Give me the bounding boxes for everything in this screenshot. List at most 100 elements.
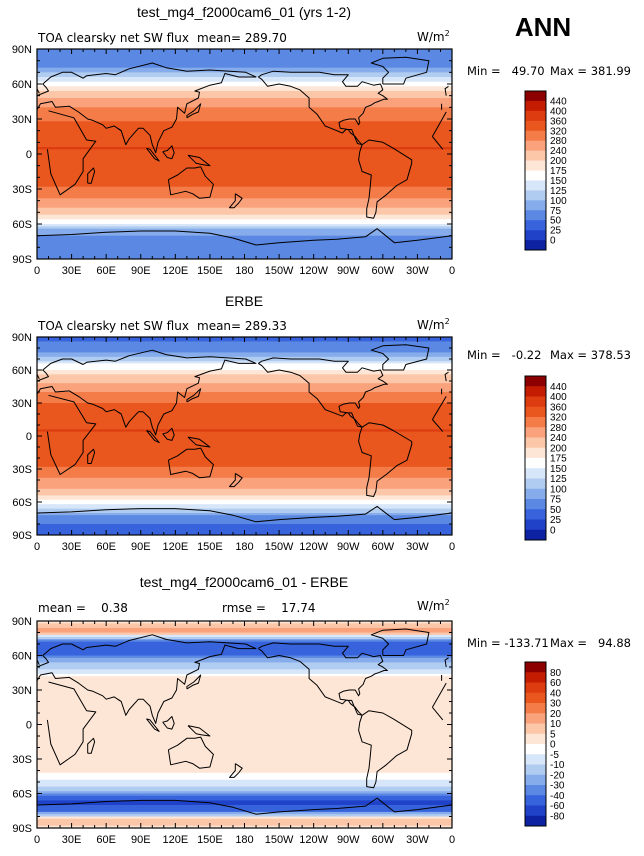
band-lat-52 (37, 93, 452, 97)
band-lat--24 (37, 752, 452, 755)
band-lat--52 (37, 214, 452, 218)
band-lat--4 (37, 729, 452, 732)
band-lat-52 (37, 378, 452, 382)
band-lat-76 (37, 65, 452, 69)
band-lat--40 (37, 480, 452, 483)
x-tick-label: 90W (337, 265, 360, 277)
band-lat--76 (37, 519, 452, 523)
band-lat-0 (37, 724, 452, 728)
colorbar-label: 25 (550, 226, 562, 237)
coast-africa (46, 681, 447, 766)
coast-new-zealand (229, 193, 243, 209)
colorbar-swatch (525, 478, 546, 490)
band-lat-38 (37, 394, 452, 397)
coast-australia (167, 166, 214, 199)
band-lat-58 (37, 372, 452, 375)
band-lat-24 (37, 409, 452, 413)
band-lat--84 (37, 252, 452, 255)
band-lat-22 (37, 411, 452, 415)
colorbar-label: 0 (550, 740, 556, 751)
band-lat--82 (37, 818, 452, 822)
band-lat--54 (37, 217, 452, 220)
band-lat-86 (37, 625, 452, 629)
band-lat--80 (37, 247, 452, 251)
y-tick-label: 60N (12, 365, 32, 377)
colorbar-swatch (525, 240, 546, 251)
colorbar-swatch (525, 180, 546, 191)
band-lat--54 (37, 495, 452, 499)
band-lat--38 (37, 768, 452, 772)
x-tick-label: 120W (299, 541, 328, 553)
band-lat-80 (37, 632, 452, 636)
band-lat-24 (37, 696, 452, 700)
colorbar-swatch (525, 713, 546, 724)
colorbar-swatch (525, 499, 546, 510)
colorbar-swatch (525, 529, 546, 541)
band-lat-4 (37, 149, 452, 153)
band-lat-30 (37, 119, 452, 122)
colorbar-swatch (525, 140, 546, 151)
x-tick-label: 30W (406, 541, 429, 553)
x-tick-label: 180 (235, 834, 253, 846)
band-lat--72 (37, 807, 452, 811)
band-lat--42 (37, 482, 452, 485)
x-tick-label: 120E (162, 265, 188, 277)
band-lat-40 (37, 107, 452, 111)
band-lat--34 (37, 763, 452, 767)
colorbar-swatch (525, 170, 546, 181)
band-lat-86 (37, 341, 452, 345)
band-lat--28 (37, 756, 452, 760)
colorbar-label: 400 (550, 392, 567, 403)
colorbar-swatch (525, 815, 546, 827)
band-lat-50 (37, 381, 452, 384)
coast-borneo (162, 145, 175, 160)
band-lat--26 (37, 464, 452, 468)
colorbar-label: 150 (550, 176, 567, 187)
band-lat-64 (37, 365, 452, 369)
x-tick-label: 180 (235, 541, 253, 553)
colorbar-swatch (525, 437, 546, 449)
band-lat-62 (37, 81, 452, 85)
band-lat-8 (37, 144, 452, 148)
colorbar-swatch (525, 406, 546, 418)
band-lat-82 (37, 630, 452, 634)
panel-1-max: Max = 381.99 (550, 64, 631, 78)
band-lat--54 (37, 786, 452, 790)
panel-2-max: Max = 378.53 (550, 348, 631, 362)
coast-india-bay (117, 127, 122, 132)
x-tick-label: 60E (96, 265, 116, 277)
band-lat--42 (37, 203, 452, 206)
band-lat--40 (37, 200, 452, 204)
band-lat--66 (37, 800, 452, 804)
band-lat--34 (37, 473, 452, 477)
panel-1-variable: TOA clearsky net SW flux (37, 31, 189, 45)
colorbar-label: 150 (550, 464, 567, 475)
coast-eurasia (37, 349, 443, 436)
band-lat--64 (37, 506, 452, 510)
y-tick-label: 60S (12, 219, 32, 231)
band-lat-36 (37, 683, 452, 686)
band-lat-58 (37, 657, 452, 661)
band-lat-22 (37, 128, 452, 132)
x-tick-label: 120W (299, 834, 328, 846)
colorbar-label: -80 (550, 811, 565, 822)
band-lat--48 (37, 779, 452, 783)
band-lat-70 (37, 644, 452, 647)
colorbar-label: -60 (550, 801, 565, 812)
panel-1-units: W/m2 (417, 29, 450, 44)
colorbar-label: 75 (550, 495, 562, 506)
colorbar-swatch (525, 468, 546, 479)
band-lat--60 (37, 502, 452, 505)
colorbar-swatch (525, 458, 546, 469)
colorbar-swatch (525, 519, 546, 531)
season-label: ANN (515, 12, 571, 42)
y-tick-label: 30S (12, 464, 32, 476)
x-tick-label: 90E (131, 834, 151, 846)
colorbar-label: 320 (550, 413, 567, 424)
band-lat-32 (37, 116, 452, 120)
band-lat--8 (37, 163, 452, 167)
band-lat--38 (37, 198, 452, 202)
coast-borneo (162, 716, 175, 730)
band-lat--46 (37, 207, 452, 211)
